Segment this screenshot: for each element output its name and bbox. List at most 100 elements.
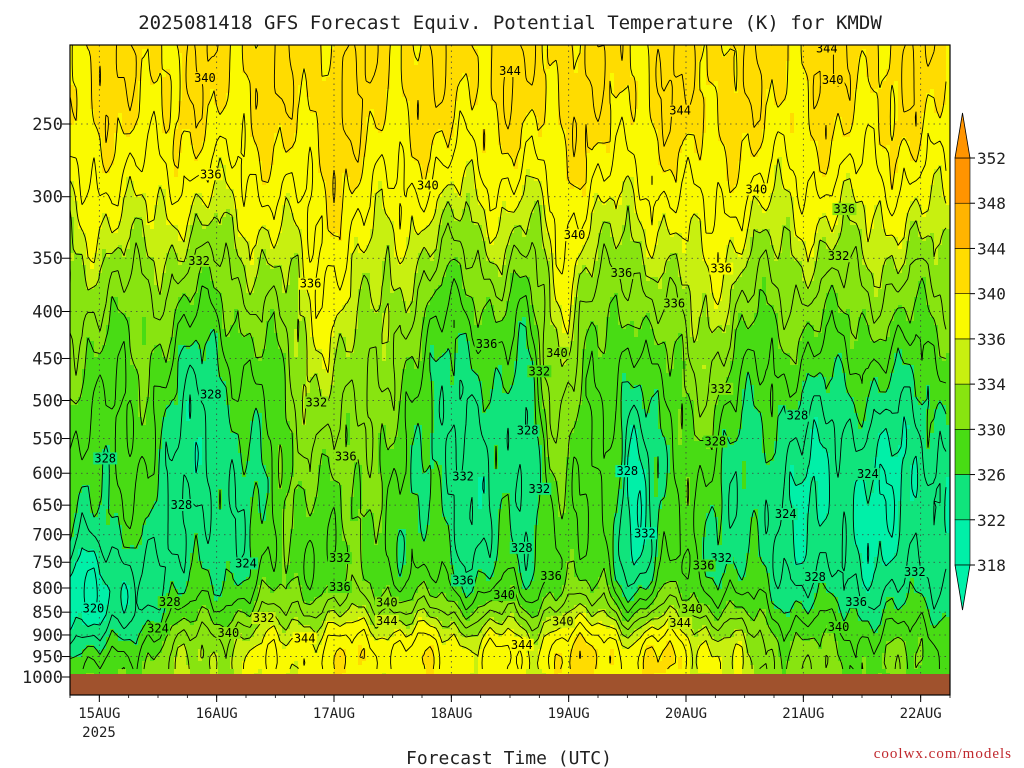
field-cell (814, 125, 819, 130)
field-cell (902, 73, 907, 78)
field-cell (506, 133, 511, 138)
field-cell (890, 129, 895, 134)
field-cell (266, 129, 271, 134)
field-cell (190, 109, 195, 114)
field-cell (318, 121, 323, 126)
field-cell (606, 57, 611, 62)
field-cell (638, 117, 643, 122)
field-cell (370, 93, 375, 98)
field-cell (350, 113, 355, 118)
field-cell (762, 105, 767, 110)
field-cell (666, 45, 671, 50)
field-cell (722, 105, 727, 110)
field-cell (706, 45, 711, 50)
field-cell (762, 65, 767, 70)
field-cell (134, 113, 139, 118)
field-cell (698, 69, 703, 74)
field-cell (442, 129, 447, 134)
field-cell (294, 57, 299, 62)
field-cell (538, 73, 543, 78)
field-cell (618, 113, 623, 118)
field-cell (258, 117, 263, 122)
field-cell (722, 125, 727, 130)
field-cell (750, 57, 755, 62)
field-cell (806, 125, 811, 130)
field-cell (722, 85, 727, 90)
field-cell (510, 129, 515, 134)
field-cell (602, 49, 607, 54)
field-cell (270, 133, 275, 138)
field-cell (94, 61, 99, 66)
field-cell (478, 77, 483, 82)
field-cell (418, 53, 423, 58)
field-cell (390, 105, 395, 110)
field-cell (742, 69, 747, 74)
field-cell (438, 81, 443, 86)
field-cell (714, 49, 719, 54)
field-cell (582, 85, 587, 90)
field-cell (254, 53, 259, 58)
field-cell (398, 105, 403, 110)
field-cell (550, 53, 555, 58)
field-cell (110, 101, 115, 106)
field-cell (810, 105, 815, 110)
field-cell (494, 121, 499, 126)
field-cell (550, 97, 555, 102)
field-cell (942, 105, 947, 110)
field-cell (290, 85, 295, 90)
field-cell (582, 45, 587, 50)
field-cell (538, 49, 543, 54)
field-cell (470, 105, 475, 110)
field-cell (202, 101, 207, 106)
field-cell (638, 121, 643, 126)
field-cell (142, 85, 147, 90)
field-cell (778, 69, 783, 74)
field-cell (418, 121, 423, 126)
field-cell (646, 57, 651, 62)
field-cell (186, 89, 191, 94)
field-cell (874, 93, 879, 98)
field-cell (798, 81, 803, 86)
field-cell (90, 125, 95, 130)
field-cell (598, 45, 603, 50)
field-cell (826, 85, 831, 90)
field-cell (366, 57, 371, 62)
field-cell (822, 97, 827, 102)
field-cell (606, 77, 611, 82)
field-cell (922, 121, 927, 126)
field-cell (914, 69, 919, 74)
field-cell (458, 73, 463, 78)
field-cell (350, 77, 355, 82)
field-cell (882, 57, 887, 62)
field-cell (294, 125, 299, 130)
field-cell (582, 121, 587, 126)
field-cell (230, 45, 235, 50)
field-cell (766, 105, 771, 110)
field-cell (770, 97, 775, 102)
field-cell (762, 57, 767, 62)
field-cell (322, 81, 327, 86)
field-cell (834, 61, 839, 66)
field-cell (338, 113, 343, 118)
field-cell (842, 61, 847, 66)
field-cell (934, 49, 939, 54)
field-cell (250, 113, 255, 118)
field-cell (730, 93, 735, 98)
field-cell (482, 97, 487, 102)
field-cell (554, 73, 559, 78)
field-cell (922, 77, 927, 82)
field-cell (522, 97, 527, 102)
field-cell (230, 125, 235, 130)
field-cell (778, 53, 783, 58)
field-cell (310, 57, 315, 62)
field-cell (362, 121, 367, 126)
field-cell (138, 105, 143, 110)
field-cell (534, 105, 539, 110)
field-cell (318, 61, 323, 66)
field-cell (410, 117, 415, 122)
field-cell (142, 133, 147, 138)
field-cell (714, 81, 719, 86)
field-cell (810, 69, 815, 74)
field-cell (786, 69, 791, 74)
field-cell (730, 53, 735, 58)
